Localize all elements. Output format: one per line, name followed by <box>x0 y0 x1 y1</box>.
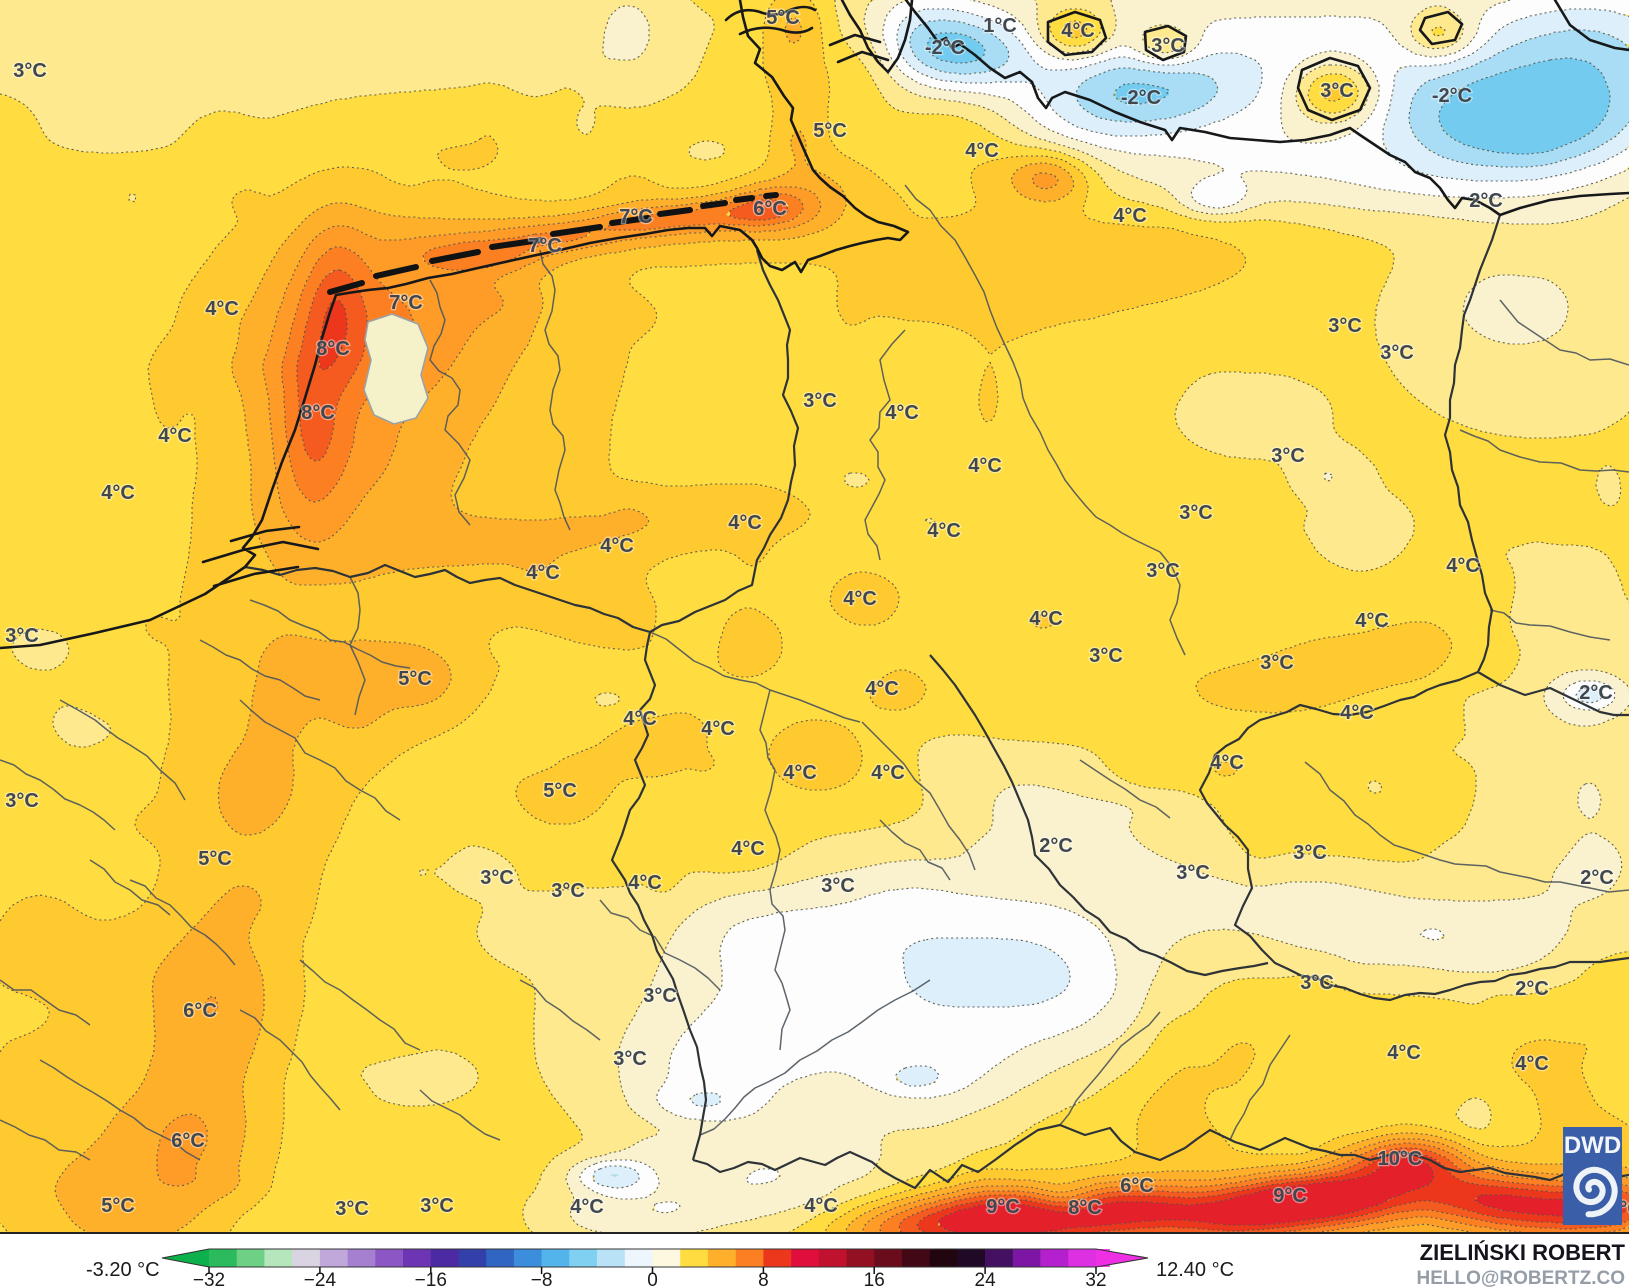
svg-text:5°C: 5°C <box>766 7 800 29</box>
svg-text:3°C: 3°C <box>551 880 585 902</box>
svg-text:4°C: 4°C <box>158 425 192 447</box>
svg-text:3°C: 3°C <box>335 1198 369 1220</box>
svg-text:3°C: 3°C <box>420 1195 454 1217</box>
svg-text:3°C: 3°C <box>1260 652 1294 674</box>
svg-text:3°C: 3°C <box>13 60 47 82</box>
svg-text:8°C: 8°C <box>316 338 350 360</box>
svg-text:4°C: 4°C <box>1355 610 1389 632</box>
svg-text:4°C: 4°C <box>1210 752 1244 774</box>
svg-text:3°C: 3°C <box>1089 645 1123 667</box>
svg-text:3°C: 3°C <box>643 985 677 1007</box>
svg-text:24: 24 <box>975 1270 997 1287</box>
svg-text:12.40 °C: 12.40 °C <box>1156 1259 1234 1281</box>
svg-text:2°C: 2°C <box>1469 190 1503 212</box>
svg-text:5°C: 5°C <box>101 1195 135 1217</box>
svg-text:4°C: 4°C <box>1113 205 1147 227</box>
svg-text:4°C: 4°C <box>728 512 762 534</box>
svg-text:−24: −24 <box>304 1270 337 1287</box>
svg-text:3°C: 3°C <box>1176 862 1210 884</box>
svg-text:4°C: 4°C <box>1515 1053 1549 1075</box>
svg-text:4°C: 4°C <box>1446 555 1480 577</box>
svg-text:6°C: 6°C <box>171 1130 205 1152</box>
svg-text:3°C: 3°C <box>821 875 855 897</box>
svg-text:HELLO@ROBERTZ.CO: HELLO@ROBERTZ.CO <box>1416 1268 1625 1287</box>
svg-text:4°C: 4°C <box>927 520 961 542</box>
svg-text:3°C: 3°C <box>1146 560 1180 582</box>
svg-text:7°C: 7°C <box>619 206 653 228</box>
svg-text:7°C: 7°C <box>528 235 562 257</box>
svg-text:9°C: 9°C <box>986 1196 1020 1218</box>
svg-text:−32: −32 <box>193 1270 225 1287</box>
svg-text:4°C: 4°C <box>701 718 735 740</box>
svg-text:5°C: 5°C <box>398 668 432 690</box>
svg-text:3°C: 3°C <box>480 867 514 889</box>
svg-text:3°C: 3°C <box>5 790 39 812</box>
svg-text:4°C: 4°C <box>965 140 999 162</box>
svg-text:4°C: 4°C <box>1387 1042 1421 1064</box>
svg-text:4°C: 4°C <box>570 1196 604 1218</box>
svg-text:5°C: 5°C <box>198 848 232 870</box>
svg-text:4°C: 4°C <box>600 535 634 557</box>
svg-text:4°C: 4°C <box>843 588 877 610</box>
svg-text:9°C: 9°C <box>1273 1185 1307 1207</box>
svg-text:10°C: 10°C <box>1378 1148 1423 1170</box>
svg-text:6°C: 6°C <box>1120 1175 1154 1197</box>
svg-text:8: 8 <box>758 1270 769 1287</box>
svg-text:4°C: 4°C <box>871 762 905 784</box>
svg-text:-2°C: -2°C <box>925 37 965 59</box>
svg-text:3°C: 3°C <box>1320 80 1354 102</box>
svg-text:8°C: 8°C <box>1068 1197 1102 1219</box>
svg-text:8°C: 8°C <box>301 402 335 424</box>
svg-text:4°C: 4°C <box>865 678 899 700</box>
svg-text:4°C: 4°C <box>205 298 239 320</box>
svg-text:2°C: 2°C <box>1039 835 1073 857</box>
svg-text:6°C: 6°C <box>183 1000 217 1022</box>
svg-text:3°C: 3°C <box>1293 842 1327 864</box>
svg-text:3°C: 3°C <box>1328 315 1362 337</box>
svg-text:3°C: 3°C <box>613 1048 647 1070</box>
svg-text:4°C: 4°C <box>731 838 765 860</box>
svg-text:ZIELIŃSKI ROBERT: ZIELIŃSKI ROBERT <box>1420 1240 1626 1265</box>
svg-text:−8: −8 <box>531 1270 553 1287</box>
svg-text:3°C: 3°C <box>1179 502 1213 524</box>
svg-text:-3.20 °C: -3.20 °C <box>86 1259 160 1281</box>
svg-text:1°C: 1°C <box>983 15 1017 37</box>
svg-text:4°C: 4°C <box>1029 608 1063 630</box>
svg-text:-2°C: -2°C <box>1432 85 1472 107</box>
svg-text:4°C: 4°C <box>783 762 817 784</box>
svg-text:3°C: 3°C <box>1380 342 1414 364</box>
svg-text:4°C: 4°C <box>1340 702 1374 724</box>
svg-text:32: 32 <box>1085 1270 1106 1287</box>
svg-text:3°C: 3°C <box>5 625 39 647</box>
svg-text:3°C: 3°C <box>1271 445 1305 467</box>
svg-text:4°C: 4°C <box>804 1195 838 1217</box>
svg-text:4°C: 4°C <box>968 455 1002 477</box>
svg-text:3°C: 3°C <box>1300 972 1334 994</box>
svg-text:16: 16 <box>864 1270 885 1287</box>
svg-text:4°C: 4°C <box>526 562 560 584</box>
svg-text:7°C: 7°C <box>389 292 423 314</box>
svg-text:3°C: 3°C <box>803 390 837 412</box>
svg-text:DWD: DWD <box>1564 1132 1621 1159</box>
svg-text:4°C: 4°C <box>885 402 919 424</box>
svg-text:5°C: 5°C <box>813 120 847 142</box>
svg-text:-2°C: -2°C <box>1121 87 1161 109</box>
svg-text:3°C: 3°C <box>1151 35 1185 57</box>
svg-text:2°C: 2°C <box>1515 978 1549 1000</box>
svg-text:0: 0 <box>647 1270 658 1287</box>
svg-text:2°C: 2°C <box>1579 682 1613 704</box>
svg-text:4°C: 4°C <box>101 482 135 504</box>
svg-text:6°C: 6°C <box>753 198 787 220</box>
svg-text:5°C: 5°C <box>543 780 577 802</box>
svg-text:4°C: 4°C <box>623 708 657 730</box>
svg-text:4°C: 4°C <box>1061 20 1095 42</box>
svg-text:−16: −16 <box>415 1270 447 1287</box>
svg-text:2°C: 2°C <box>1580 867 1614 889</box>
svg-text:4°C: 4°C <box>628 872 662 894</box>
